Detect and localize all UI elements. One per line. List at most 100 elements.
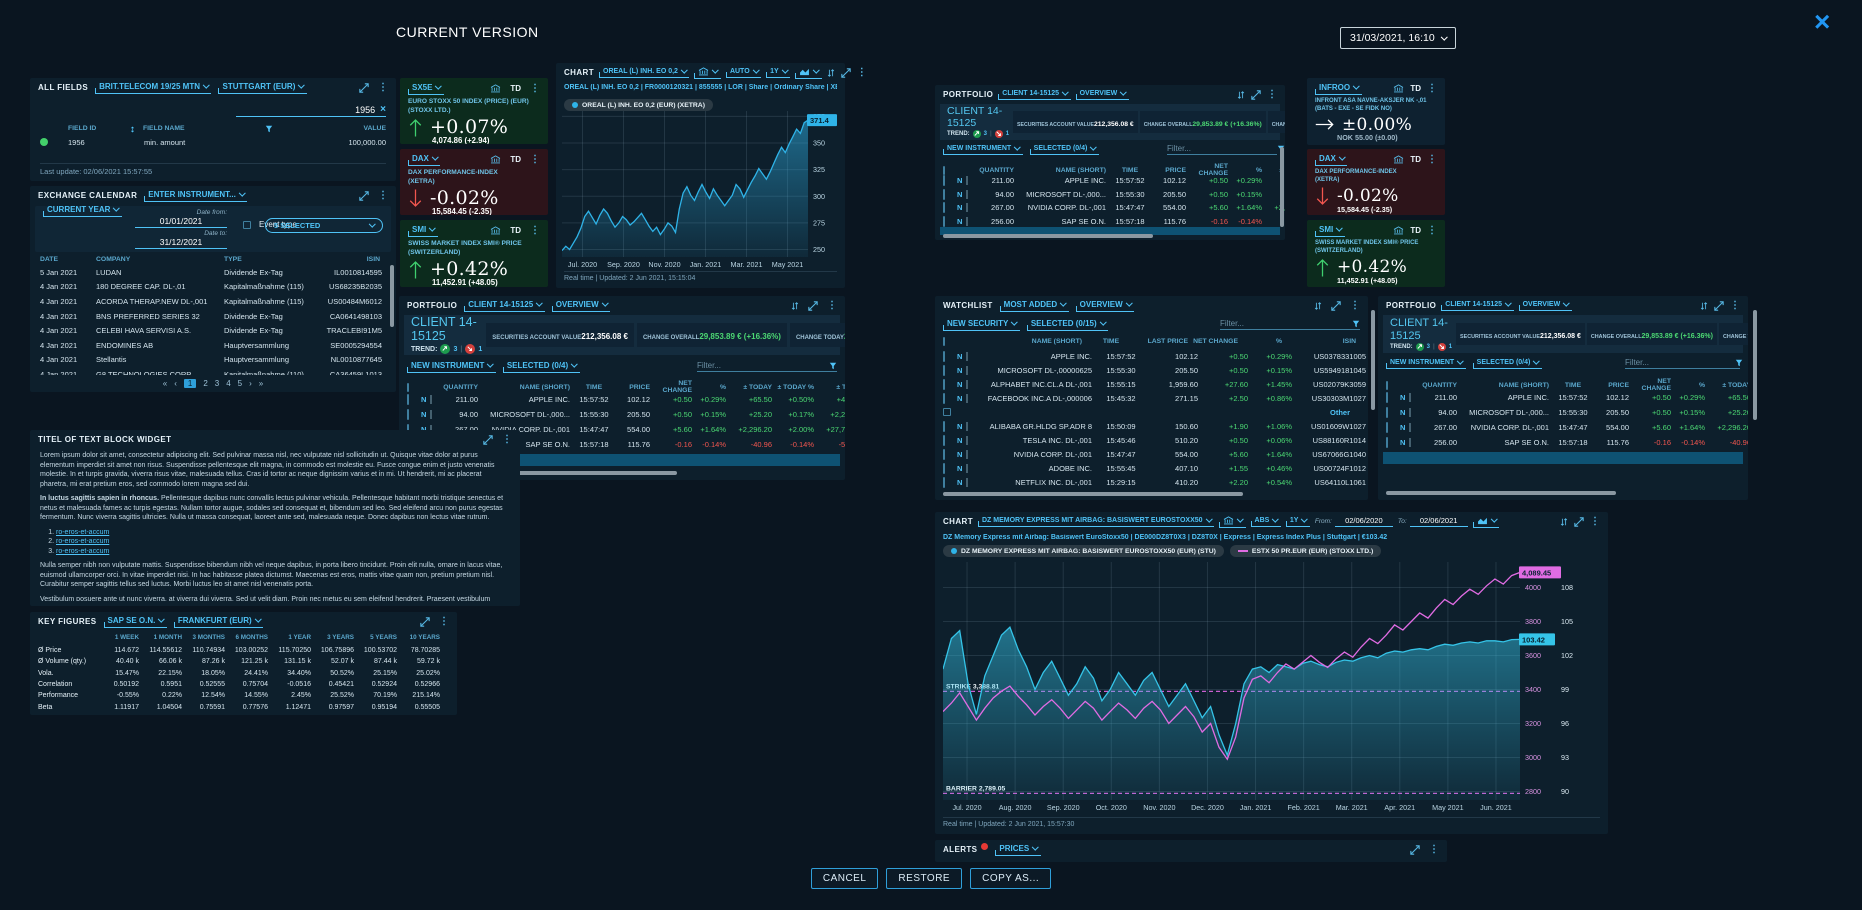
- exchange-bank-icon[interactable]: [490, 155, 501, 164]
- column-percent[interactable]: %: [719, 383, 726, 391]
- expand-icon[interactable]: [1574, 516, 1584, 527]
- selected-row-highlight[interactable]: [940, 227, 1280, 235]
- column-1year[interactable]: 1 YEAR: [288, 634, 311, 641]
- kebab-menu-icon[interactable]: ⋮: [439, 615, 449, 627]
- client-dropdown[interactable]: CLIENT 14-15125: [1441, 299, 1514, 311]
- row-checkbox[interactable]: [407, 409, 409, 420]
- horizontal-scrollbar[interactable]: [943, 492, 1243, 496]
- page-prev-icon[interactable]: ‹: [174, 379, 177, 388]
- row-checkbox[interactable]: [943, 188, 945, 200]
- filter-field[interactable]: [697, 361, 837, 372]
- watchlist-row[interactable]: N MICROSOFT DL-,00000625 15:55:30 205.50…: [943, 363, 1366, 377]
- row-checkbox[interactable]: [1386, 407, 1388, 418]
- filter-field[interactable]: [1625, 358, 1743, 369]
- view-dropdown[interactable]: OVERVIEW: [1075, 88, 1129, 100]
- portfolio-row[interactable]: N 94.00 MICROSOFT DL-,000... 15:55:30 20…: [1386, 405, 1748, 420]
- chart-range-dropdown[interactable]: 1Y: [766, 66, 791, 78]
- exchange-bank-icon[interactable]: [490, 226, 501, 235]
- expand-icon[interactable]: [1331, 300, 1341, 311]
- clear-search-icon[interactable]: ×: [380, 104, 386, 115]
- watchlist-row[interactable]: N TESLA INC. DL-,001 15:45:46 510.20 +0.…: [943, 433, 1366, 447]
- row-checkbox[interactable]: [1386, 392, 1388, 403]
- select-all-checkbox[interactable]: [407, 382, 409, 392]
- text-link[interactable]: ro-eros-et-accum: [56, 547, 110, 555]
- kebab-menu-icon[interactable]: ⋮: [378, 189, 388, 201]
- to-date-input[interactable]: 02/06/2021: [1409, 516, 1468, 527]
- portfolio-row[interactable]: N 94.00 MICROSOFT DL-,000... 15:55:30 20…: [407, 407, 845, 422]
- view-dropdown[interactable]: OVERVIEW: [551, 299, 611, 312]
- calendar-row[interactable]: 4 Jan 2021 ACORDA THERAP.NEW DL-,001 Kap…: [40, 296, 382, 306]
- column-name[interactable]: NAME (SHORT): [519, 383, 570, 391]
- column-time[interactable]: TIME: [1102, 338, 1120, 345]
- legend-chip[interactable]: OREAL (L) INH. EO 0,2 (EUR) (XETRA): [564, 99, 713, 111]
- portfolio-row[interactable]: N 267.00 NVIDIA CORP. DL-,001 15:47:47 5…: [407, 422, 845, 437]
- column-3months[interactable]: 3 MONTHS: [192, 634, 225, 641]
- row-checkbox[interactable]: [407, 394, 409, 405]
- close-button[interactable]: ×: [1814, 6, 1831, 37]
- list-dropdown[interactable]: MOST ADDED: [999, 299, 1069, 312]
- sort-icon[interactable]: [130, 126, 135, 133]
- exchange-bank-icon[interactable]: [490, 84, 501, 93]
- portfolio-row[interactable]: N 94.00 MICROSOFT DL-,000... 15:55:30 20…: [943, 188, 1285, 202]
- row-checkbox[interactable]: [943, 476, 945, 488]
- column-1week[interactable]: 1 WEEK: [114, 634, 139, 641]
- column-time[interactable]: TIME: [585, 383, 603, 391]
- column-1month[interactable]: 1 MONTH: [153, 634, 182, 641]
- tile-symbol-dropdown[interactable]: SMI: [408, 224, 438, 237]
- selected-dropdown[interactable]: SELECTED (0/4): [1029, 143, 1099, 155]
- page-first-icon[interactable]: «: [162, 379, 168, 388]
- chart-exchange-dropdown[interactable]: [694, 66, 721, 79]
- tile-symbol-dropdown[interactable]: INFROO: [1315, 82, 1362, 95]
- row-checkbox[interactable]: [943, 175, 945, 187]
- kebab-menu-icon[interactable]: ⋮: [827, 299, 837, 311]
- new-security-dropdown[interactable]: NEW SECURITY: [943, 318, 1020, 331]
- field-row[interactable]: 1956 min. amount 100,000.00: [40, 135, 386, 149]
- horizontal-scrollbar[interactable]: [1386, 491, 1616, 495]
- legend-chip[interactable]: ESTX 50 PR.EUR (EUR) (STOXX LTD.): [1229, 545, 1382, 557]
- checkbox-icon[interactable]: [243, 220, 251, 229]
- column-price[interactable]: PRICE: [1608, 381, 1629, 389]
- row-checkbox[interactable]: [943, 350, 945, 362]
- vertical-scrollbar[interactable]: [390, 265, 394, 327]
- calendar-row[interactable]: 4 Jan 2021 ENDOMINES AB Hauptversammlung…: [40, 340, 382, 350]
- event-selected-dropdown[interactable]: 5 SELECTED: [265, 218, 383, 233]
- new-instrument-dropdown[interactable]: NEW INSTRUMENT: [943, 143, 1023, 155]
- column-date[interactable]: DATE: [40, 256, 58, 263]
- column-net-change[interactable]: NET CHANGE: [1193, 338, 1238, 345]
- row-checkbox[interactable]: [943, 202, 945, 214]
- page-number[interactable]: 4: [226, 379, 231, 388]
- column-percent[interactable]: %: [1255, 166, 1262, 174]
- filter-icon[interactable]: [265, 125, 273, 133]
- horizontal-scrollbar[interactable]: [943, 234, 1153, 238]
- calendar-row[interactable]: 4 Jan 2021 180 DEGREE CAP. DL-,01 Kapita…: [40, 282, 382, 292]
- move-vertical-icon[interactable]: [1314, 301, 1322, 311]
- column-field-name[interactable]: FIELD NAME: [143, 125, 185, 133]
- kebab-menu-icon[interactable]: ⋮: [1427, 153, 1437, 165]
- calendar-row[interactable]: 4 Jan 2021 CELEBI HAVA SERVISI A.S. Divi…: [40, 326, 382, 336]
- column-field-id[interactable]: FIELD ID: [68, 125, 97, 133]
- column-6months[interactable]: 6 MONTHS: [235, 634, 268, 641]
- page-number[interactable]: 1: [183, 379, 197, 388]
- filter-input[interactable]: [1167, 144, 1277, 153]
- portfolio-row[interactable]: N 267.00 NVIDIA CORP. DL-,001 15:47:47 5…: [1386, 420, 1748, 435]
- portfolio-row[interactable]: N 267.00 NVIDIA CORP. DL-,001 15:47:47 5…: [943, 201, 1285, 215]
- column-quantity[interactable]: QUANTITY: [1422, 381, 1457, 389]
- exchange-bank-icon[interactable]: [1393, 226, 1404, 235]
- calendar-row[interactable]: 5 Jan 2021 LUDAN Dividende Ex-Tag IL0010…: [40, 267, 382, 277]
- column-net-change[interactable]: NET CHANGE: [1198, 163, 1228, 178]
- kebab-menu-icon[interactable]: ⋮: [378, 81, 388, 93]
- portfolio-row[interactable]: N 256.00 SAP SE O.N. 15:57:18 115.76 -0.…: [943, 215, 1285, 229]
- portfolio-row[interactable]: N 256.00 SAP SE O.N. 15:57:18 115.76 -0.…: [1386, 435, 1748, 450]
- row-checkbox[interactable]: [943, 392, 945, 404]
- row-checkbox[interactable]: [943, 378, 945, 390]
- move-vertical-icon[interactable]: [1560, 517, 1568, 527]
- chart-type-dropdown[interactable]: [795, 66, 822, 79]
- move-vertical-icon[interactable]: [827, 68, 835, 78]
- column-percent[interactable]: %: [1698, 381, 1705, 389]
- chart-instrument-dropdown[interactable]: DZ MEMORY EXPRESS MIT AIRBAG: BASISWERT …: [978, 515, 1215, 527]
- legend-chip[interactable]: DZ MEMORY EXPRESS MIT AIRBAG: BASISWERT …: [943, 545, 1224, 557]
- calendar-row[interactable]: 4 Jan 2021 Stellantis Hauptversammlung N…: [40, 355, 382, 365]
- column-today[interactable]: ± TODAY: [1722, 381, 1748, 389]
- page-number[interactable]: 5: [237, 379, 243, 388]
- column-total[interactable]: ± TOTAL: [836, 383, 845, 391]
